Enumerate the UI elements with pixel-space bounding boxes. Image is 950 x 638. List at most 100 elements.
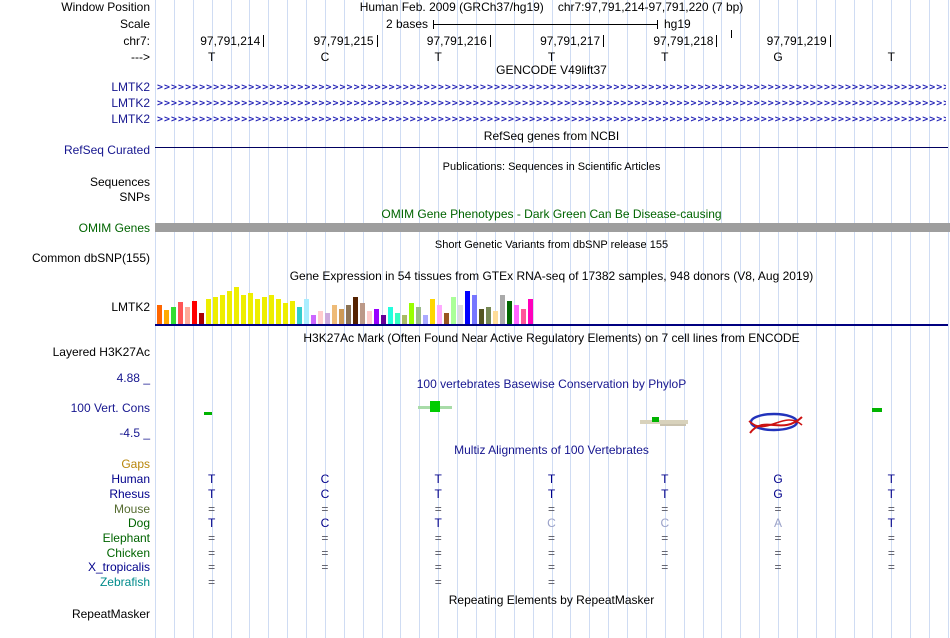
strand-direction-label: ---> <box>131 50 150 64</box>
align-cell: = <box>434 531 442 545</box>
coordinate-label: 97,791,216 <box>426 34 487 48</box>
track-title-h3k27ac[interactable]: H3K27Ac Mark (Often Found Near Active Re… <box>303 331 800 345</box>
track-title-refseq[interactable]: RefSeq genes from NCBI <box>483 129 620 143</box>
gene-arrow-line[interactable]: >>>>>>>>>>>>>>>>>>>>>>>>>>>>>>>>>>>>>>>>… <box>157 98 946 109</box>
track-title-omim[interactable]: OMIM Gene Phenotypes - Dark Green Can Be… <box>381 207 722 221</box>
gtex-bar <box>304 299 309 325</box>
base-letter: T <box>887 50 896 64</box>
align-cell: = <box>661 560 669 574</box>
align-cell: T <box>887 516 896 530</box>
gtex-bar <box>269 295 274 325</box>
gtex-bar <box>451 297 456 325</box>
gtex-bar <box>346 305 351 325</box>
align-cell: C <box>660 516 670 530</box>
track-label-sequences[interactable]: Sequences <box>89 175 150 189</box>
coordinate-label: 97,791,217 <box>540 34 601 48</box>
gene-label-lmtk2-2[interactable]: LMTK2 <box>111 96 150 110</box>
gtex-bar <box>437 305 442 325</box>
position-range: chr7:97,791,214-97,791,220 (7 bp) <box>557 0 744 14</box>
refseq-curated-item[interactable] <box>155 147 948 148</box>
species-label-dog[interactable]: Dog <box>127 516 150 530</box>
gtex-bar <box>192 301 197 325</box>
gene-arrow-line[interactable]: >>>>>>>>>>>>>>>>>>>>>>>>>>>>>>>>>>>>>>>>… <box>157 82 946 93</box>
track-label-gtex-lmtk2[interactable]: LMTK2 <box>111 300 150 314</box>
track-title-phylop[interactable]: 100 vertebrates Basewise Conservation by… <box>416 377 687 391</box>
gtex-bar <box>521 309 526 325</box>
coordinate-tick <box>603 35 605 47</box>
align-cell: T <box>434 516 442 530</box>
species-label-rhesus[interactable]: Rhesus <box>109 487 150 501</box>
align-cell: T <box>547 487 556 501</box>
guideline <box>155 0 156 638</box>
species-label-elephant[interactable]: Elephant <box>102 531 150 545</box>
align-cell: = <box>321 502 329 516</box>
align-cell: = <box>547 546 555 560</box>
guideline <box>570 0 572 638</box>
guideline <box>872 0 874 638</box>
align-cell: T <box>661 487 669 501</box>
track-label-gaps: Gaps <box>121 457 150 471</box>
gtex-bar <box>248 293 253 325</box>
guideline <box>343 0 345 638</box>
guideline <box>778 0 780 638</box>
coordinate-tick <box>263 35 265 47</box>
align-cell: = <box>661 502 669 516</box>
species-label-chicken[interactable]: Chicken <box>106 546 150 560</box>
track-label-repeatmasker[interactable]: RepeatMasker <box>71 607 150 621</box>
track-label-layered-h3k27ac[interactable]: Layered H3K27Ac <box>52 345 150 359</box>
gene-arrow-line[interactable]: >>>>>>>>>>>>>>>>>>>>>>>>>>>>>>>>>>>>>>>>… <box>157 114 946 125</box>
track-title-gencode[interactable]: GENCODE V49lift37 <box>496 63 607 77</box>
gtex-bar <box>493 311 498 325</box>
guideline <box>929 0 931 638</box>
gtex-bar <box>486 307 491 325</box>
scale-bar <box>433 24 658 25</box>
genome-label: hg19 <box>664 17 691 31</box>
gtex-bar <box>241 295 246 325</box>
align-cell: = <box>774 531 782 545</box>
guideline <box>910 0 912 638</box>
species-label-mouse[interactable]: Mouse <box>113 502 150 516</box>
species-label-zebrafish[interactable]: Zebrafish <box>99 575 150 589</box>
track-label-omim-genes[interactable]: OMIM Genes <box>78 221 150 235</box>
guideline <box>853 0 855 638</box>
ruler-tick <box>731 30 732 38</box>
align-cell: = <box>547 531 555 545</box>
gtex-bar <box>206 299 211 325</box>
gtex-bar <box>402 315 407 325</box>
gene-label-lmtk2-1[interactable]: LMTK2 <box>111 80 150 94</box>
phylop-mark <box>640 420 688 424</box>
species-label-x_tropicalis[interactable]: X_tropicalis <box>87 560 150 574</box>
gtex-bar <box>444 313 449 325</box>
align-cell: G <box>773 487 783 501</box>
align-cell: = <box>208 546 216 560</box>
align-cell: T <box>207 516 216 530</box>
align-cell: = <box>774 560 782 574</box>
omim-gene-bar[interactable] <box>155 223 950 232</box>
align-cell: = <box>547 502 555 516</box>
guideline <box>759 0 761 638</box>
species-label-human[interactable]: Human <box>111 472 150 486</box>
scale-label: Scale <box>119 17 150 31</box>
track-title-multiz[interactable]: Multiz Alignments of 100 Vertebrates <box>454 443 649 457</box>
gene-label-lmtk2-3[interactable]: LMTK2 <box>111 112 150 126</box>
track-label-refseq-curated[interactable]: RefSeq Curated <box>63 143 150 157</box>
track-title-publications[interactable]: Publications: Sequences in Scientific Ar… <box>442 161 661 173</box>
gtex-bar <box>213 297 218 325</box>
scale-bar-left-tick <box>433 20 434 29</box>
chrom-label: chr7: <box>123 34 150 48</box>
track-title-repeatmasker[interactable]: Repeating Elements by RepeatMasker <box>448 593 655 607</box>
track-label-snps[interactable]: SNPs <box>119 190 150 204</box>
track-title-gtex[interactable]: Gene Expression in 54 tissues from GTEx … <box>289 269 814 283</box>
guideline <box>627 0 629 638</box>
assembly-name: Human Feb. 2009 (GRCh37/hg19) <box>359 0 544 14</box>
phylop-axis-max: 4.88 _ <box>116 371 150 385</box>
track-label-common-dbsnp[interactable]: Common dbSNP(155) <box>31 251 150 265</box>
coordinate-label: 97,791,219 <box>766 34 827 48</box>
track-title-dbsnp[interactable]: Short Genetic Variants from dbSNP releas… <box>434 239 669 251</box>
align-cell: G <box>773 472 783 486</box>
gtex-bar <box>325 313 330 325</box>
track-label-100-vert-cons[interactable]: 100 Vert. Cons <box>70 401 150 415</box>
align-cell: = <box>434 546 442 560</box>
align-cell: T <box>887 487 896 501</box>
align-cell: C <box>320 487 330 501</box>
